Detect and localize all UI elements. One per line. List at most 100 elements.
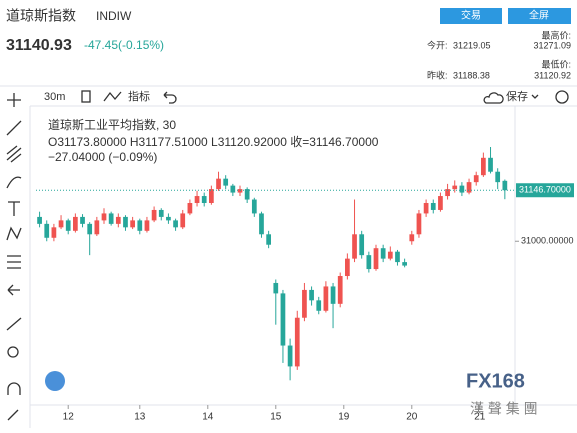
cloud-icon[interactable] <box>483 92 504 104</box>
pattern-tool[interactable] <box>6 226 22 241</box>
candle-body <box>287 345 293 367</box>
candle-body <box>452 185 458 190</box>
candle-body <box>481 157 486 176</box>
x-tick-label: 19 <box>338 412 350 423</box>
last-price-label: 31146.70000 <box>519 185 571 195</box>
candle-body <box>280 293 286 346</box>
candle-body <box>180 213 186 228</box>
candle-body <box>259 213 264 235</box>
candle-body <box>209 189 214 204</box>
candle-body <box>216 178 221 190</box>
trade-button[interactable] <box>440 8 502 24</box>
candle-body <box>201 196 207 204</box>
candle-body <box>430 203 436 210</box>
candle-body <box>395 251 400 263</box>
measure-tool[interactable] <box>7 255 21 269</box>
chart-legend-title: 道琼斯工业平均指数, 30 <box>48 117 176 132</box>
text-tool[interactable] <box>8 201 20 216</box>
candle-body <box>166 216 171 221</box>
symbol-title: 道琼斯指数 <box>6 8 76 24</box>
y-tick-label: 31000.00000 <box>521 236 574 246</box>
indicators[interactable]: 指标 <box>128 89 150 103</box>
trade-button-label[interactable]: 交易 <box>461 9 481 22</box>
symbol-code: INDIW <box>96 9 132 23</box>
candle-body <box>323 286 329 311</box>
candle-body <box>144 220 150 231</box>
fib-tool[interactable] <box>6 145 22 163</box>
candle-body <box>94 220 100 235</box>
candle-body <box>237 189 243 193</box>
brush-tool[interactable] <box>6 176 22 189</box>
fullscreen-button-label[interactable]: 全屏 <box>529 9 549 22</box>
candle-body <box>194 196 200 204</box>
candle-body <box>445 189 450 197</box>
stat-value: 31120.92 <box>534 70 571 80</box>
candle-body <box>244 189 250 200</box>
chart-legend-ohlc: O31173.80000 H31177.51000 L31120.92000 收… <box>48 135 379 149</box>
candle-body <box>37 216 42 224</box>
candle-body <box>316 300 322 311</box>
candle-body <box>359 234 365 256</box>
save[interactable]: 保存 <box>506 89 528 103</box>
magnet-tool[interactable] <box>7 382 21 395</box>
zoom-tool[interactable] <box>7 346 19 358</box>
candle-body <box>373 248 379 270</box>
crosshair-tool[interactable] <box>7 93 21 107</box>
interval[interactable]: 30m <box>44 91 65 103</box>
candle-body <box>438 196 443 210</box>
x-tick-label: 14 <box>202 412 214 423</box>
x-tick-label: 12 <box>63 412 75 423</box>
fullscreen-button[interactable] <box>508 8 571 24</box>
candle-body <box>51 227 57 238</box>
candle-body <box>302 289 307 318</box>
candle-body <box>137 220 143 231</box>
settings-icon[interactable] <box>555 90 569 104</box>
candle-body <box>309 289 314 301</box>
candle-body <box>87 223 93 235</box>
back-tool[interactable] <box>7 284 20 296</box>
candle-body <box>158 209 164 217</box>
candle-body <box>273 282 279 294</box>
stat-value: 31219.05 <box>453 40 491 50</box>
candle-body <box>101 213 107 221</box>
candle-body <box>80 216 85 224</box>
candle-body <box>230 185 236 193</box>
candle-body <box>495 171 501 183</box>
candle-body <box>473 175 479 183</box>
candle-body <box>423 203 429 214</box>
lock-tool[interactable] <box>7 409 19 421</box>
candle-body <box>352 234 357 259</box>
candle-body <box>65 220 71 231</box>
plot: 31000.00000 12 13 14 15 19 20 21 31146.70000 <box>36 147 574 423</box>
candle-body <box>115 216 121 224</box>
candle-body <box>466 182 472 193</box>
x-tick-label: 20 <box>406 412 418 423</box>
stat-value: 31188.38 <box>453 70 490 80</box>
last-price-box <box>516 183 574 198</box>
cloud-badge[interactable] <box>45 371 65 391</box>
candle-body <box>151 209 157 221</box>
candle-body <box>123 216 128 228</box>
candle-body <box>187 203 193 214</box>
price-change: -47.45(-0.15%) <box>84 38 164 52</box>
watermark-brand: FX168 <box>466 370 525 392</box>
candle-body <box>402 262 407 266</box>
stat-value: 31271.09 <box>533 40 571 50</box>
stat-label: 昨收: <box>427 69 448 80</box>
x-tick-label: 21 <box>474 412 486 423</box>
candle-body <box>387 251 393 259</box>
candle-body <box>459 185 465 193</box>
undo-icon[interactable] <box>163 91 177 104</box>
candle-body <box>44 223 50 238</box>
indicator-icon[interactable] <box>103 91 122 102</box>
line-tool[interactable] <box>6 120 22 136</box>
candle-body <box>173 220 178 228</box>
chart-type-icon[interactable] <box>81 90 91 103</box>
candle-body <box>223 178 229 186</box>
candle-body <box>416 213 422 235</box>
candle-body <box>58 220 64 228</box>
candle-body <box>488 157 493 172</box>
save-menu[interactable] <box>531 94 539 99</box>
candle-body <box>380 248 386 259</box>
ruler-tool[interactable] <box>6 317 22 331</box>
